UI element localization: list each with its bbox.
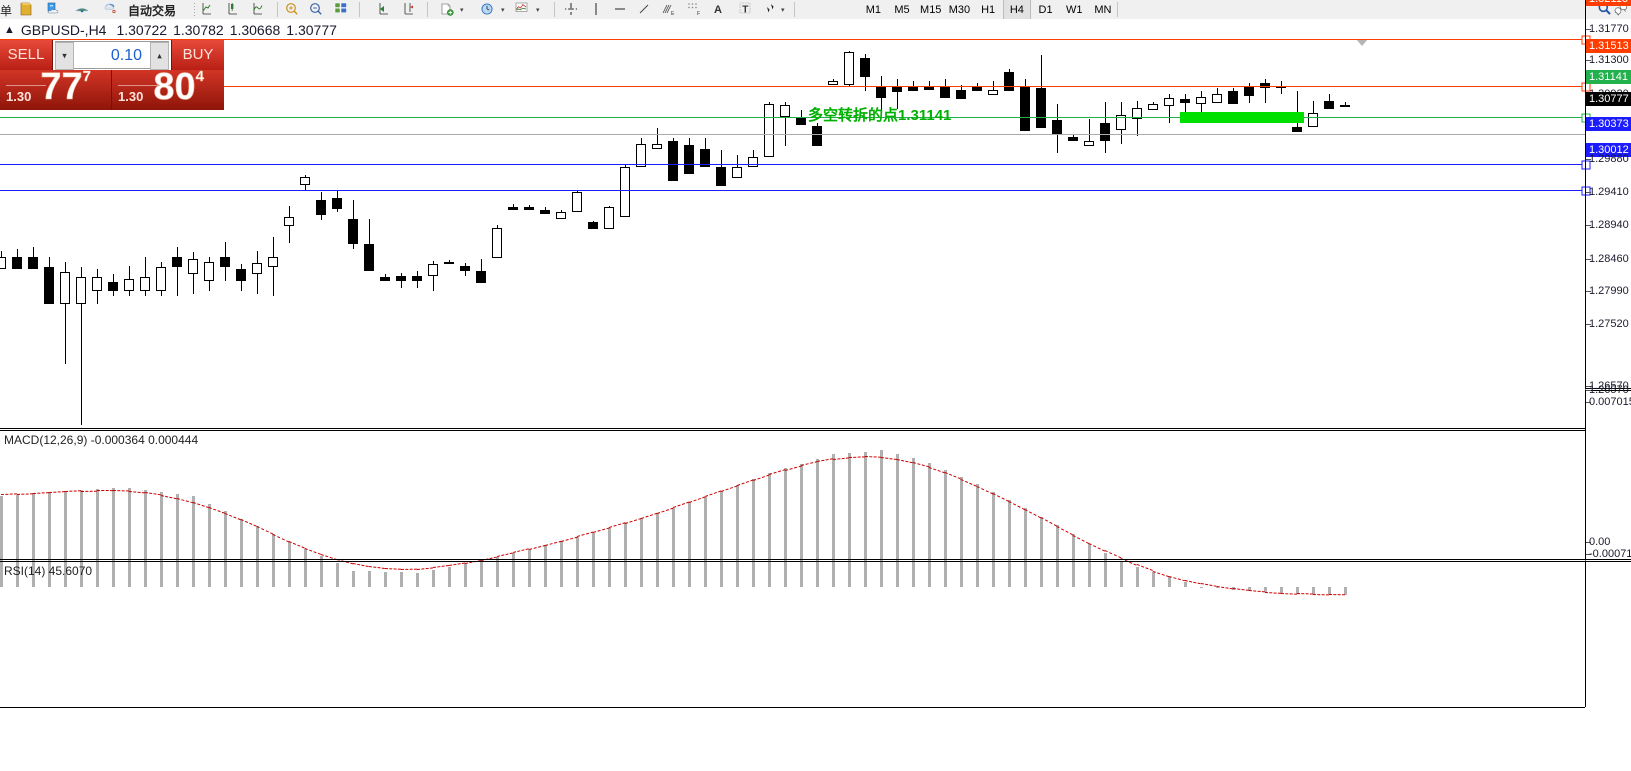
svg-text:E: E [671,11,675,17]
svg-text:F: F [697,11,700,17]
svg-text:T: T [742,5,748,16]
svg-text:A: A [714,4,722,16]
